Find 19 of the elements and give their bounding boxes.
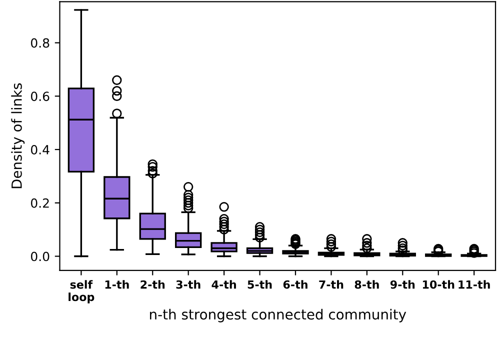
x-tick-label: 3-th [176, 280, 200, 289]
x-tick-label: 1-th [105, 280, 129, 289]
x-tick-label: 7-th [319, 280, 344, 289]
y-tick-label: 0.4 [30, 144, 50, 154]
x-tick-label: 6-th [283, 280, 308, 289]
x-tick-label: 11-th [458, 280, 490, 289]
x-tick-label: 8-th [354, 280, 379, 289]
x-tick-label: 4-th [212, 280, 236, 289]
x-tick-label: 2-th [140, 280, 165, 289]
y-tick-label: 0.0 [30, 252, 50, 262]
y-tick-label: 0.8 [30, 38, 50, 48]
x-tick-label: 10-th [422, 280, 454, 289]
x-tick-label: 5-th [248, 280, 272, 289]
x-tick-label: 9-th [390, 280, 415, 289]
y-tick-label: 0.2 [30, 198, 49, 208]
x-tick-label: self loop [68, 280, 94, 304]
x-axis-title: n-th strongest connected community [150, 308, 406, 322]
y-tick-label: 0.6 [30, 92, 50, 102]
y-axis-title: Density of links [11, 83, 25, 188]
